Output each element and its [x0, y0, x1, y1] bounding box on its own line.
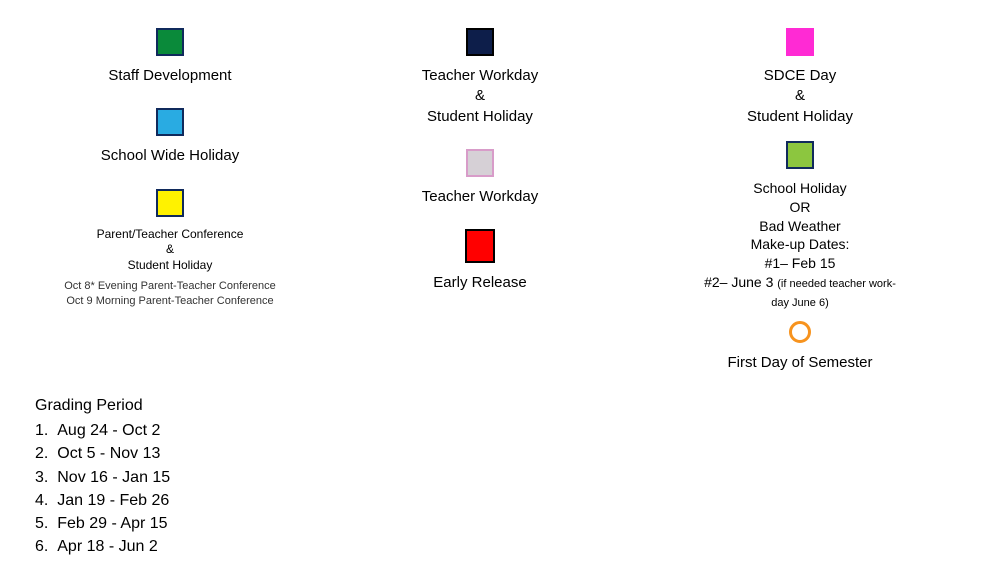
grading-item: Jan 19 - Feb 26	[35, 489, 170, 512]
text: day June 6)	[771, 297, 828, 309]
legend-label: Teacher Workday & Student Holiday	[422, 66, 538, 127]
text: #2– June 3	[704, 274, 777, 290]
text: Student Holiday	[128, 258, 213, 272]
swatch-icon	[466, 28, 494, 56]
text: SDCE Day	[764, 67, 837, 84]
grading-item: Nov 16 - Jan 15	[35, 466, 170, 489]
legend-label: First Day of Semester	[727, 353, 872, 373]
legend-school-wide-holiday: School Wide Holiday	[101, 108, 239, 166]
text: Nov 16 - Jan 15	[57, 469, 170, 486]
legend-parent-teacher: Parent/Teacher Conference & Student Holi…	[64, 189, 276, 308]
legend-sdce-day: SDCE Day & Student Holiday	[747, 28, 853, 127]
text: School Holiday	[753, 180, 846, 196]
grading-list: Aug 24 - Oct 2 Oct 5 - Nov 13 Nov 16 - J…	[35, 419, 170, 558]
legend-teacher-workday-student-holiday: Teacher Workday & Student Holiday	[422, 28, 538, 127]
text: Bad Weather	[759, 218, 840, 234]
text: Jan 19 - Feb 26	[57, 492, 169, 509]
text: Feb 29 - Apr 15	[57, 515, 167, 532]
legend-early-release: Early Release	[433, 229, 526, 293]
text: Make-up Dates:	[751, 236, 850, 252]
grading-item: Oct 5 - Nov 13	[35, 442, 170, 465]
text: Student Holiday	[427, 108, 533, 125]
text: Parent/Teacher Conference	[97, 227, 244, 241]
text: Student Holiday	[747, 108, 853, 125]
text: (if needed teacher work-	[777, 278, 896, 290]
legend-container: Staff Development School Wide Holiday Pa…	[0, 0, 984, 395]
grading-item: Aug 24 - Oct 2	[35, 419, 170, 442]
text: Oct 5 - Nov 13	[57, 445, 160, 462]
swatch-icon	[156, 28, 184, 56]
swatch-icon	[465, 229, 495, 263]
swatch-icon	[466, 149, 494, 177]
legend-col-3: SDCE Day & Student Holiday School Holida…	[620, 28, 980, 395]
text: &	[166, 242, 174, 256]
swatch-icon	[786, 141, 814, 169]
legend-label: Early Release	[433, 273, 526, 293]
legend-label: Staff Development	[108, 66, 231, 86]
grading-item: Apr 18 - Jun 2	[35, 535, 170, 558]
text: Teacher Workday	[422, 67, 538, 84]
text: Apr 18 - Jun 2	[57, 538, 158, 555]
legend-label: Parent/Teacher Conference & Student Holi…	[97, 227, 244, 274]
text: Aug 24 - Oct 2	[57, 422, 160, 439]
legend-label: Teacher Workday	[422, 187, 538, 207]
text: OR	[789, 199, 810, 215]
circle-icon	[789, 321, 811, 343]
legend-school-holiday-bad-weather: School Holiday OR Bad Weather Make-up Da…	[704, 141, 896, 311]
legend-label: School Holiday OR Bad Weather Make-up Da…	[704, 179, 896, 311]
legend-note: Oct 8* Evening Parent-Teacher Conference…	[64, 279, 276, 308]
swatch-icon	[156, 108, 184, 136]
legend-label: SDCE Day & Student Holiday	[747, 66, 853, 127]
legend-label: School Wide Holiday	[101, 146, 239, 166]
legend-col-2: Teacher Workday & Student Holiday Teache…	[340, 28, 620, 395]
grading-title: Grading Period	[35, 394, 170, 417]
swatch-icon	[156, 189, 184, 217]
legend-first-day-semester: First Day of Semester	[727, 321, 872, 373]
text: #1– Feb 15	[765, 255, 836, 271]
grading-period: Grading Period Aug 24 - Oct 2 Oct 5 - No…	[35, 394, 170, 558]
legend-teacher-workday: Teacher Workday	[422, 149, 538, 207]
legend-staff-development: Staff Development	[108, 28, 231, 86]
text: Oct 9 Morning Parent-Teacher Conference	[66, 295, 273, 307]
swatch-icon	[786, 28, 814, 56]
text: Oct 8* Evening Parent-Teacher Conference	[64, 280, 276, 292]
legend-col-1: Staff Development School Wide Holiday Pa…	[0, 28, 340, 395]
text: &	[475, 87, 485, 104]
grading-item: Feb 29 - Apr 15	[35, 512, 170, 535]
text: &	[795, 87, 805, 104]
